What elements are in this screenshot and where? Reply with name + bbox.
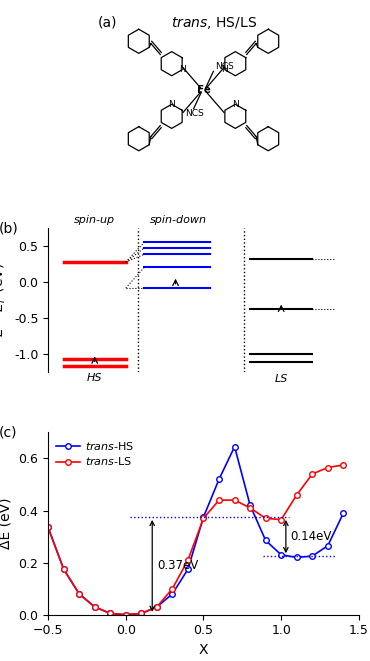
$\it{trans}$-HS	[217, 475, 221, 483]
Y-axis label: $E-E_F$ (eV): $E-E_F$ (eV)	[0, 262, 8, 337]
Text: (a): (a)	[98, 15, 118, 29]
Y-axis label: ΔE (eV): ΔE (eV)	[0, 498, 13, 549]
$\it{trans}$-HS	[326, 542, 330, 550]
Line: $\it{trans}$-HS: $\it{trans}$-HS	[45, 444, 346, 617]
$\it{trans}$-HS	[46, 524, 50, 531]
$\it{trans}$-HS	[124, 611, 128, 619]
Line: $\it{trans}$-LS: $\it{trans}$-LS	[45, 462, 346, 617]
Text: N: N	[179, 65, 185, 74]
$\it{trans}$-LS	[326, 463, 330, 471]
$\it{trans}$-LS	[170, 585, 175, 593]
$\it{trans}$-LS	[217, 496, 221, 504]
$\it{trans}$-HS	[92, 603, 97, 611]
Text: HS: HS	[87, 373, 102, 383]
Text: spin-up: spin-up	[74, 215, 115, 225]
$\it{trans}$-LS	[61, 565, 66, 573]
$\it{trans}$-HS	[295, 553, 299, 561]
$\it{trans}$-HS	[170, 590, 175, 598]
$\it{trans}$-LS	[201, 514, 206, 522]
$\it{trans}$-HS	[310, 552, 314, 560]
$\it{trans}$-HS	[201, 513, 206, 521]
$\it{trans}$-LS	[232, 496, 237, 504]
Text: 0.37eV: 0.37eV	[157, 559, 198, 572]
$\it{trans}$-LS	[124, 611, 128, 619]
Text: Fe: Fe	[196, 85, 211, 95]
Text: N: N	[222, 65, 228, 74]
$\it{trans}$-HS	[139, 609, 144, 617]
$\it{trans}$-HS	[186, 565, 190, 573]
Text: NCS: NCS	[185, 108, 204, 118]
$\it{trans}$-HS	[61, 565, 66, 573]
$\it{trans}$-HS	[155, 603, 159, 611]
$\it{trans}$-LS	[92, 603, 97, 611]
$\it{trans}$-HS	[232, 443, 237, 451]
Text: N: N	[232, 100, 239, 109]
$\it{trans}$-HS	[341, 509, 346, 517]
Text: NCS: NCS	[216, 63, 234, 71]
$\it{trans}$-HS	[279, 551, 283, 559]
X-axis label: X: X	[199, 643, 208, 657]
Legend: $\it{trans}$-HS, $\it{trans}$-LS: $\it{trans}$-HS, $\it{trans}$-LS	[54, 438, 137, 470]
$\it{trans}$-HS	[263, 537, 268, 545]
Text: $\it{trans}$, HS/LS: $\it{trans}$, HS/LS	[171, 15, 258, 32]
$\it{trans}$-LS	[46, 524, 50, 531]
$\it{trans}$-LS	[139, 609, 144, 617]
$\it{trans}$-LS	[77, 590, 81, 598]
$\it{trans}$-LS	[186, 556, 190, 564]
Text: spin-down: spin-down	[150, 215, 207, 225]
$\it{trans}$-HS	[77, 590, 81, 598]
$\it{trans}$-LS	[279, 516, 283, 524]
$\it{trans}$-HS	[108, 609, 112, 617]
$\it{trans}$-LS	[310, 470, 314, 478]
Text: (c): (c)	[0, 425, 17, 439]
Text: 0.14eV: 0.14eV	[290, 530, 332, 543]
Text: LS: LS	[275, 373, 288, 384]
$\it{trans}$-HS	[248, 501, 252, 509]
$\it{trans}$-LS	[108, 609, 112, 617]
$\it{trans}$-LS	[295, 491, 299, 499]
$\it{trans}$-LS	[155, 603, 159, 611]
Text: N: N	[168, 100, 175, 109]
$\it{trans}$-LS	[248, 504, 252, 512]
$\it{trans}$-LS	[263, 514, 268, 522]
$\it{trans}$-LS	[341, 461, 346, 469]
Text: (b): (b)	[0, 222, 18, 236]
